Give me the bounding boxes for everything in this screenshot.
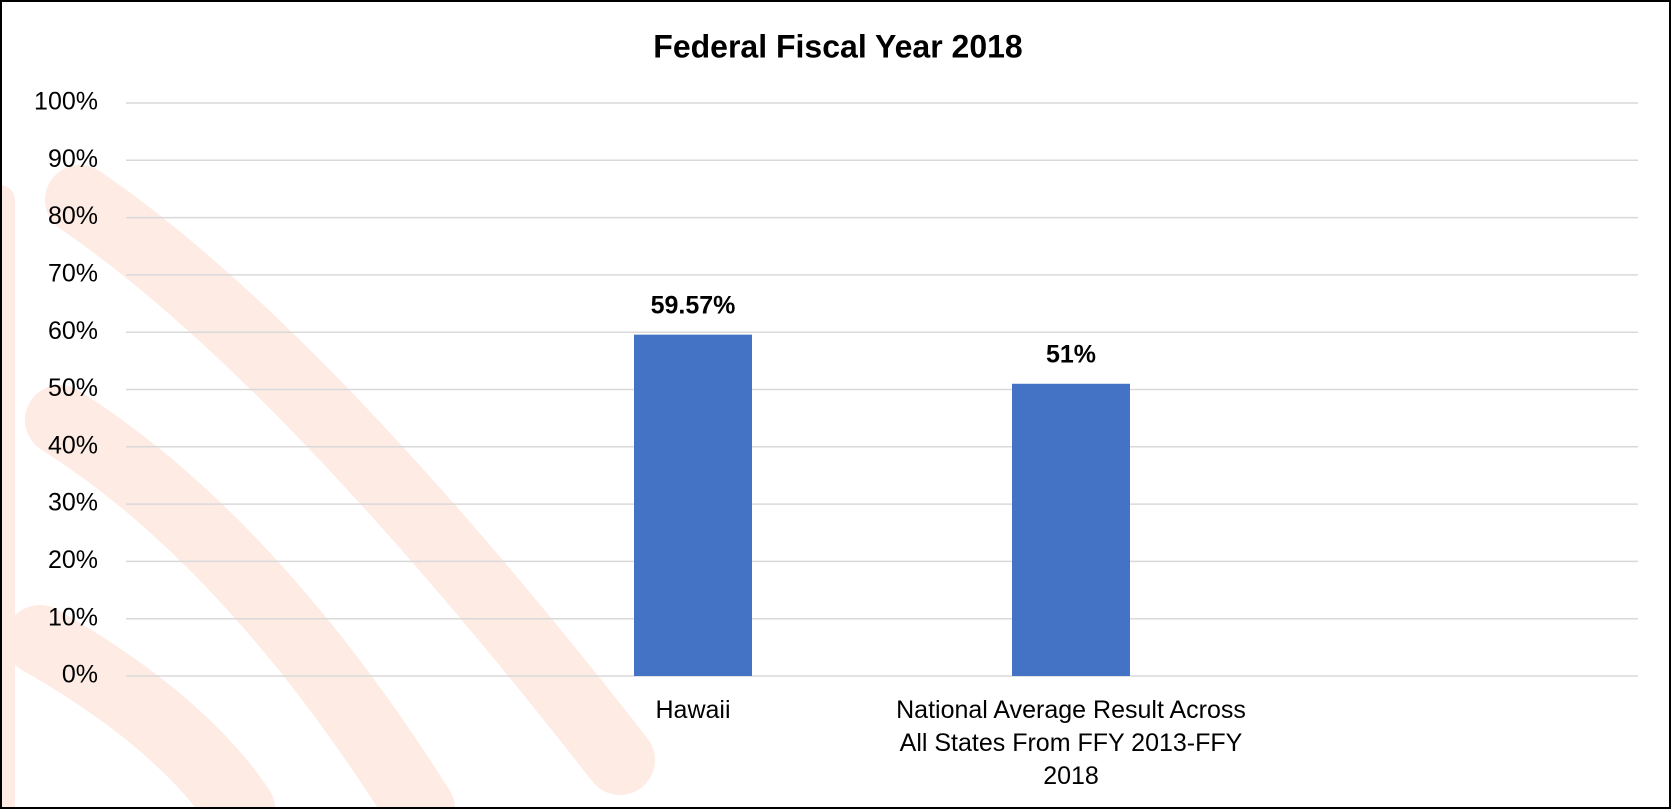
y-tick-label: 70% <box>48 260 98 288</box>
watermark <box>0 165 655 809</box>
watermark-arc <box>45 165 655 795</box>
bar <box>1012 383 1130 676</box>
y-tick-label: 50% <box>48 374 98 402</box>
x-tick-label-box: National Average Result Across All State… <box>896 696 1246 790</box>
y-tick-label: 80% <box>48 202 98 230</box>
chart-title: Federal Fiscal Year 2018 <box>653 28 1022 64</box>
data-label: 59.57% <box>651 291 736 319</box>
y-tick-label: 90% <box>48 145 98 173</box>
x-tick-label: National Average Result Across All State… <box>896 696 1246 790</box>
data-label: 51% <box>1046 340 1096 368</box>
y-tick-label: 20% <box>48 546 98 574</box>
y-tick-label: 0% <box>62 661 98 689</box>
y-tick-label: 40% <box>48 431 98 459</box>
bar <box>634 334 752 676</box>
watermark-arc <box>5 605 275 809</box>
y-tick-label: 30% <box>48 489 98 517</box>
y-tick-label: 100% <box>34 88 98 116</box>
watermark-arc <box>25 385 455 809</box>
y-tick-label: 10% <box>48 603 98 631</box>
x-tick-label: Hawaii <box>655 696 731 724</box>
y-tick-label: 60% <box>48 317 98 345</box>
x-tick-label-box: Hawaii <box>655 696 731 724</box>
